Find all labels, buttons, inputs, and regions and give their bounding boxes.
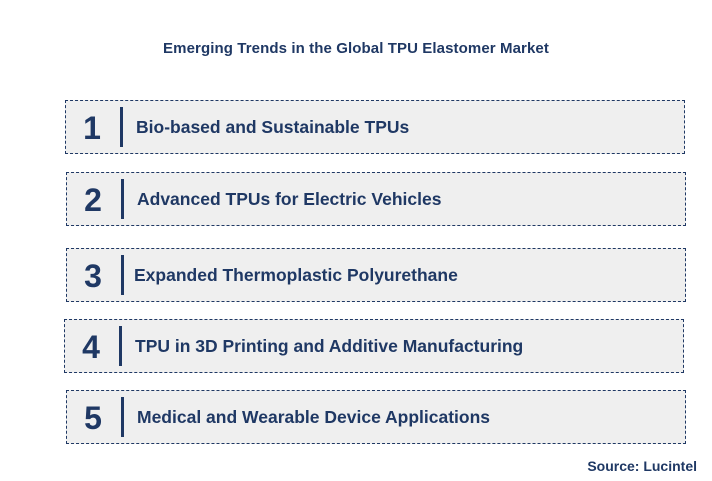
trend-row-1: 1 Bio-based and Sustainable TPUs — [65, 100, 685, 154]
trend-label-1: Bio-based and Sustainable TPUs — [136, 117, 410, 137]
trend-label-4: TPU in 3D Printing and Additive Manufact… — [135, 336, 524, 356]
trend-label-5: Medical and Wearable Device Applications — [137, 407, 491, 427]
trend-divider-2 — [121, 179, 124, 219]
trend-row-3: 3 Expanded Thermoplastic Polyurethane — [66, 248, 686, 302]
trend-divider-1 — [120, 107, 123, 147]
trend-number-4: 4 — [82, 329, 100, 365]
source-credit: Source: Lucintel — [587, 458, 697, 474]
trend-row-4: 4 TPU in 3D Printing and Additive Manufa… — [64, 319, 684, 373]
trend-number-3: 3 — [84, 258, 102, 294]
trend-number-2: 2 — [84, 182, 102, 218]
trend-number-1: 1 — [83, 110, 101, 146]
trend-divider-4 — [119, 326, 122, 366]
trend-label-3: Expanded Thermoplastic Polyurethane — [134, 265, 458, 285]
trend-row-5: 5 Medical and Wearable Device Applicatio… — [66, 390, 686, 444]
trend-number-5: 5 — [84, 400, 102, 436]
trend-row-2: 2 Advanced TPUs for Electric Vehicles — [66, 172, 686, 226]
trend-divider-5 — [121, 397, 124, 437]
diagram-title: Emerging Trends in the Global TPU Elasto… — [163, 40, 549, 57]
trend-divider-3 — [121, 255, 124, 295]
trend-label-2: Advanced TPUs for Electric Vehicles — [137, 189, 442, 209]
